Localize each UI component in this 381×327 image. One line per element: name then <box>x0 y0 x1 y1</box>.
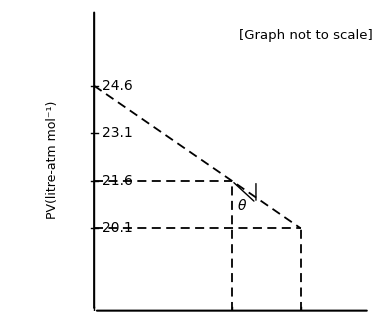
Text: PV(litre-atm mol⁻¹): PV(litre-atm mol⁻¹) <box>46 101 59 219</box>
Text: 21.6: 21.6 <box>102 174 133 188</box>
Text: 23.1: 23.1 <box>102 126 133 140</box>
Text: 24.6: 24.6 <box>102 79 133 93</box>
Text: 0: 0 <box>90 326 99 327</box>
Text: [Graph not to scale]: [Graph not to scale] <box>239 29 373 42</box>
Text: 2.0: 2.0 <box>221 326 243 327</box>
Text: $\theta$: $\theta$ <box>237 198 248 213</box>
Text: 3.0: 3.0 <box>290 326 312 327</box>
Text: 20.1: 20.1 <box>102 221 133 235</box>
